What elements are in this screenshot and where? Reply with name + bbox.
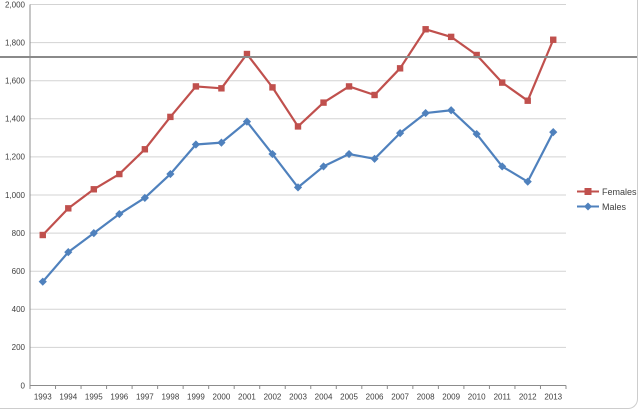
- x-tick-label: 2001: [238, 393, 256, 402]
- data-point-marker: [345, 83, 353, 90]
- x-tick-label: 2007: [391, 393, 409, 402]
- y-tick-label: 400: [12, 305, 26, 314]
- legend-label-females: Females: [602, 186, 637, 197]
- data-point-marker: [371, 91, 378, 99]
- data-point-marker: [320, 99, 327, 106]
- data-point-marker: [268, 149, 277, 159]
- x-tick-label: 2004: [315, 393, 333, 402]
- data-point-marker: [447, 33, 455, 41]
- data-point-marker: [498, 162, 507, 171]
- y-tick-label: 200: [12, 343, 26, 352]
- y-tick-label: 800: [12, 229, 26, 238]
- x-tick-label: 2012: [519, 393, 537, 402]
- x-tick-label: 1998: [161, 393, 179, 402]
- data-point-marker: [141, 146, 149, 153]
- legend-item-females[interactable]: Females: [577, 186, 637, 197]
- data-point-marker: [140, 193, 149, 202]
- data-point-marker: [395, 128, 405, 138]
- data-point-marker: [472, 129, 481, 139]
- females-series: [39, 26, 557, 239]
- x-tick-label: 2008: [417, 393, 435, 402]
- x-tick-label: 2009: [442, 393, 460, 402]
- data-point-marker: [344, 149, 354, 159]
- data-point-marker: [192, 83, 200, 90]
- data-point-marker: [524, 97, 531, 104]
- data-point-marker: [217, 138, 226, 147]
- data-point-marker: [65, 205, 72, 212]
- data-point-marker: [523, 177, 532, 186]
- males-series-marker-icon: [577, 202, 599, 211]
- y-tick-label: 600: [12, 267, 26, 276]
- data-point-marker: [319, 162, 328, 171]
- x-tick-label: 2003: [289, 393, 307, 402]
- y-tick-label: 1,400: [5, 115, 26, 124]
- data-point-marker: [473, 51, 480, 59]
- x-tick-label: 2013: [544, 393, 562, 402]
- data-point-marker: [243, 50, 251, 58]
- data-point-marker: [498, 79, 506, 86]
- legend-item-males[interactable]: Males: [577, 201, 637, 212]
- chart-legend: Females Males: [577, 186, 637, 212]
- data-point-marker: [293, 183, 303, 192]
- data-point-marker: [370, 154, 379, 163]
- y-tick-label: 1,000: [5, 191, 26, 200]
- x-tick-label: 1994: [59, 393, 77, 402]
- data-point-marker: [550, 36, 557, 43]
- data-point-marker: [116, 170, 123, 178]
- x-tick-label: 1999: [187, 393, 205, 402]
- data-point-marker: [421, 108, 430, 118]
- x-tick-label: 2000: [213, 393, 231, 402]
- x-tick-label: 1997: [136, 393, 154, 402]
- x-tick-label: 1995: [85, 393, 103, 402]
- x-tick-label: 2006: [366, 393, 384, 402]
- x-tick-label: 2010: [468, 393, 486, 402]
- data-point-marker: [64, 248, 73, 257]
- data-point-marker: [396, 65, 404, 72]
- males-series: [38, 106, 558, 286]
- x-tick-label: 1993: [34, 393, 52, 402]
- data-point-marker: [549, 128, 558, 137]
- x-tick-label: 2002: [264, 393, 282, 402]
- females-series-marker-icon: [577, 188, 599, 195]
- x-tick-label: 1996: [110, 393, 128, 402]
- data-point-marker: [269, 84, 276, 91]
- data-point-marker: [39, 231, 46, 239]
- data-point-marker: [294, 123, 302, 130]
- x-tick-label: 2005: [340, 393, 358, 402]
- data-point-marker: [89, 229, 98, 238]
- y-tick-label: 1,600: [5, 77, 26, 86]
- data-point-marker: [115, 209, 124, 219]
- data-point-marker: [242, 117, 252, 126]
- data-point-marker: [422, 26, 429, 33]
- legend-label-males: Males: [602, 201, 627, 212]
- data-point-marker: [191, 140, 201, 149]
- data-point-marker: [218, 85, 225, 92]
- y-tick-label: 0: [21, 381, 26, 390]
- data-point-marker: [167, 113, 174, 121]
- data-point-marker: [38, 277, 47, 286]
- y-tick-label: 1,800: [5, 38, 26, 47]
- horizontal-divider-line: [0, 56, 638, 58]
- y-tick-label: 2,000: [5, 0, 26, 9]
- data-point-marker: [447, 106, 456, 115]
- y-tick-label: 1,200: [5, 153, 26, 162]
- data-point-marker: [90, 186, 98, 193]
- data-point-marker: [166, 169, 175, 179]
- x-tick-label: 2011: [494, 393, 512, 402]
